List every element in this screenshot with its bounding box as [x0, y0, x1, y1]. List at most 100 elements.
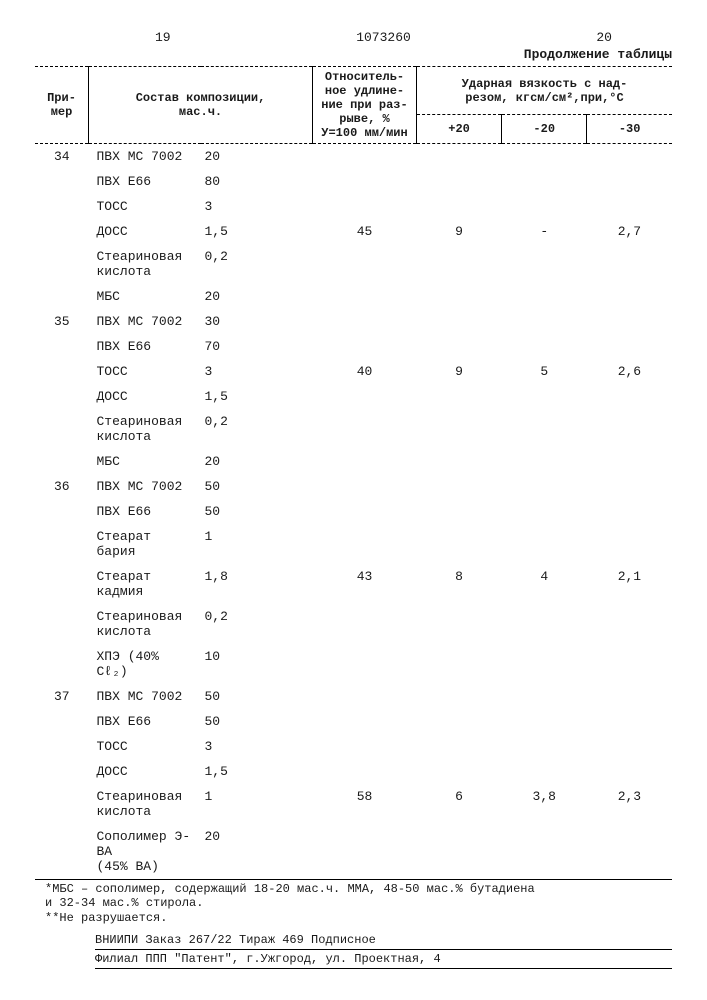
elongation-cell: 40: [313, 359, 417, 384]
impact-t2: 3,8: [502, 784, 587, 824]
component-name: Стеарат бария: [89, 524, 201, 564]
impact-t1: [417, 194, 502, 219]
impact-t3: [587, 194, 672, 219]
example-cell: [35, 359, 89, 384]
table-row: ДОСС1,5459-2,7: [35, 219, 672, 244]
impact-t3: [587, 709, 672, 734]
table-row: ПВХ Е6670: [35, 334, 672, 359]
table-row: Сополимер Э-ВА(45% ВА)20: [35, 824, 672, 880]
table-row: ТОСС340952,6: [35, 359, 672, 384]
example-cell: [35, 824, 89, 880]
impact-t1: [417, 334, 502, 359]
impact-t3: [587, 604, 672, 644]
component-value: 1,8: [201, 564, 313, 604]
elongation-cell: [313, 684, 417, 709]
impact-t2: [502, 524, 587, 564]
component-value: 50: [201, 499, 313, 524]
impact-t1: [417, 524, 502, 564]
example-cell: [35, 524, 89, 564]
impact-t1: [417, 284, 502, 309]
component-name: ХПЭ (40% Cℓ₂): [89, 644, 201, 684]
table-row: МБС20: [35, 284, 672, 309]
component-value: 30: [201, 309, 313, 334]
component-name: Стеариноваякислота: [89, 409, 201, 449]
impact-t3: 2,7: [587, 219, 672, 244]
component-value: 1,5: [201, 384, 313, 409]
component-name: ПВХ Е66: [89, 169, 201, 194]
impact-t3: [587, 384, 672, 409]
impact-t2: [502, 144, 587, 170]
impact-t2: [502, 734, 587, 759]
component-name: ПВХ МС 7002: [89, 309, 201, 334]
example-cell: [35, 384, 89, 409]
elongation-cell: 58: [313, 784, 417, 824]
component-name: ПВХ МС 7002: [89, 684, 201, 709]
elongation-cell: [313, 309, 417, 334]
impact-t2: [502, 824, 587, 880]
elongation-cell: [313, 194, 417, 219]
component-value: 50: [201, 474, 313, 499]
col-elongation: Относитель-ное удлине-ние при раз-рыве, …: [313, 67, 417, 144]
table-row: ХПЭ (40% Cℓ₂)10: [35, 644, 672, 684]
component-value: 3: [201, 734, 313, 759]
impact-t2: [502, 449, 587, 474]
impact-t2: 5: [502, 359, 587, 384]
page-right: 20: [596, 30, 612, 45]
impact-t2: [502, 474, 587, 499]
component-value: 20: [201, 449, 313, 474]
impact-t1: [417, 759, 502, 784]
pub-line-1: ВНИИПИ Заказ 267/22 Тираж 469 Подписное: [95, 931, 672, 950]
table-row: 36ПВХ МС 700250: [35, 474, 672, 499]
example-cell: [35, 564, 89, 604]
component-value: 1,5: [201, 219, 313, 244]
col-t-minus30: -30: [587, 115, 672, 144]
example-cell: 36: [35, 474, 89, 499]
footnotes: *МБС – сополимер, содержащий 18-20 мас.ч…: [35, 882, 672, 925]
table-row: 34ПВХ МС 700220: [35, 144, 672, 170]
elongation-cell: [313, 284, 417, 309]
elongation-cell: [313, 734, 417, 759]
component-value: 3: [201, 194, 313, 219]
impact-t2: [502, 759, 587, 784]
impact-t2: [502, 284, 587, 309]
table-row: 35ПВХ МС 700230: [35, 309, 672, 334]
col-t-plus20: +20: [417, 115, 502, 144]
example-cell: [35, 409, 89, 449]
component-value: 1: [201, 524, 313, 564]
impact-t3: [587, 684, 672, 709]
component-name: ТОСС: [89, 194, 201, 219]
impact-t2: [502, 194, 587, 219]
footnote-2: **Не разрушается.: [45, 911, 672, 925]
table-row: ПВХ Е6680: [35, 169, 672, 194]
example-cell: [35, 734, 89, 759]
impact-t3: [587, 334, 672, 359]
component-name: ДОСС: [89, 384, 201, 409]
elongation-cell: [313, 449, 417, 474]
example-cell: 34: [35, 144, 89, 170]
example-cell: [35, 449, 89, 474]
impact-t1: [417, 604, 502, 644]
elongation-cell: [313, 524, 417, 564]
impact-t3: [587, 449, 672, 474]
table-row: ДОСС1,5: [35, 759, 672, 784]
elongation-cell: [313, 759, 417, 784]
page-header: 19 1073260 20: [35, 30, 672, 45]
elongation-cell: [313, 709, 417, 734]
impact-t3: 2,3: [587, 784, 672, 824]
component-name: Стеарат кадмия: [89, 564, 201, 604]
impact-t3: [587, 244, 672, 284]
elongation-cell: [313, 499, 417, 524]
example-cell: [35, 219, 89, 244]
col-t-minus20: -20: [502, 115, 587, 144]
example-cell: 35: [35, 309, 89, 334]
doc-number: 1073260: [356, 30, 411, 45]
example-cell: [35, 604, 89, 644]
table-row: Стеариноваякислота15863,82,3: [35, 784, 672, 824]
impact-t2: [502, 604, 587, 644]
table-row: Стеарат бария1: [35, 524, 672, 564]
component-name: ТОСС: [89, 359, 201, 384]
publication-info: ВНИИПИ Заказ 267/22 Тираж 469 Подписное …: [35, 931, 672, 969]
impact-t2: [502, 334, 587, 359]
component-value: 0,2: [201, 244, 313, 284]
component-value: 0,2: [201, 409, 313, 449]
